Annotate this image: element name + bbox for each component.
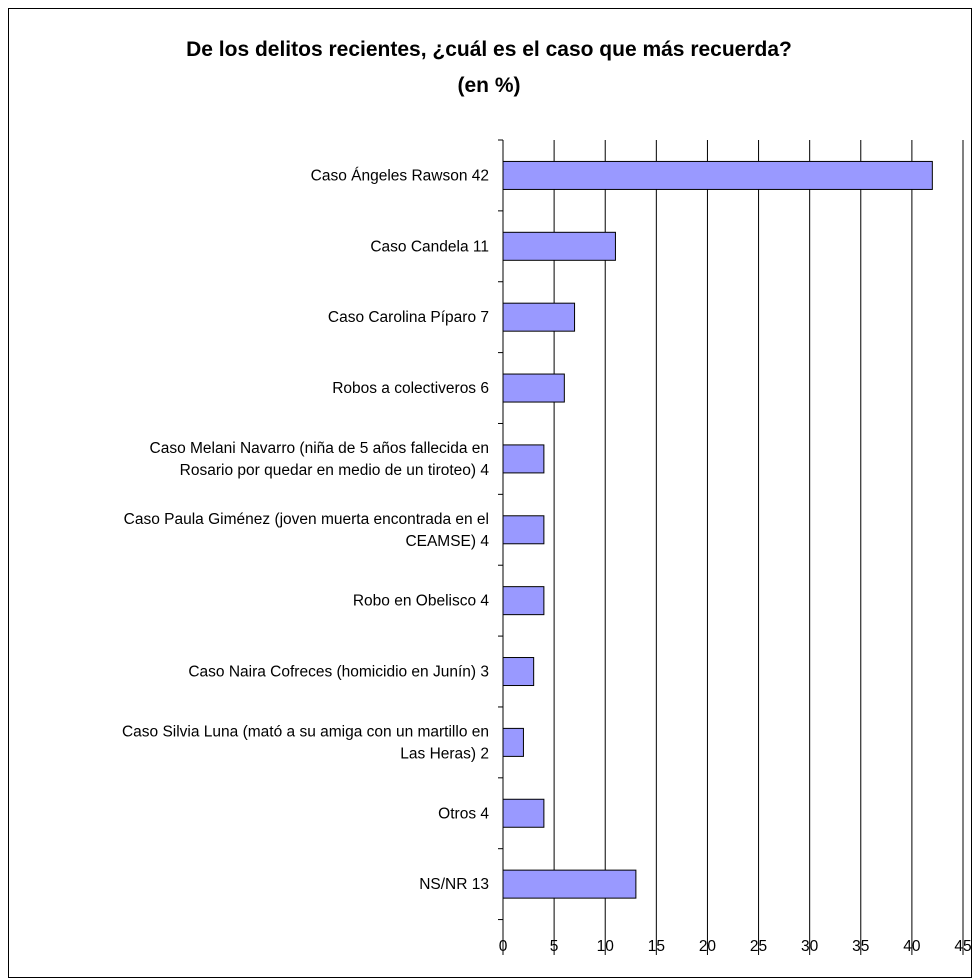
axis-layer xyxy=(498,139,504,955)
category-label: Caso Carolina Píparo 7 xyxy=(328,309,489,326)
category-label: NS/NR 13 xyxy=(419,876,489,893)
category-label: Rosario por quedar en medio de un tirote… xyxy=(180,462,490,479)
bar xyxy=(502,586,545,616)
category-label: Caso Ángeles Rawson 42 xyxy=(311,167,489,184)
bar xyxy=(502,515,545,545)
bar xyxy=(502,302,576,332)
x-tick-label: 5 xyxy=(550,938,559,955)
label-layer: Caso Ángeles Rawson 42 Caso Candela 11 Cas… xyxy=(122,167,972,955)
bar xyxy=(502,444,545,474)
x-tick-label: 15 xyxy=(648,938,665,955)
bar xyxy=(502,231,616,261)
bar xyxy=(502,657,535,687)
category-label: Otros 4 xyxy=(438,805,489,822)
x-tick-label: 45 xyxy=(954,938,971,955)
bar xyxy=(502,798,545,828)
x-tick-label: 0 xyxy=(499,938,508,955)
chart-title-line-2: (en %) xyxy=(457,74,521,97)
bar xyxy=(502,727,524,757)
category-label: Robos a colectiveros 6 xyxy=(332,380,489,397)
category-label: Las Heras) 2 xyxy=(400,745,489,762)
x-tick-label: 20 xyxy=(699,938,717,955)
category-label: Caso Melani Navarro (niña de 5 años fall… xyxy=(150,440,489,457)
x-tick-label: 25 xyxy=(750,938,767,955)
bar xyxy=(502,373,565,403)
x-tick-label: 40 xyxy=(903,938,921,955)
category-label: Caso Naira Cofreces (homicidio en Junín)… xyxy=(188,664,489,681)
bar xyxy=(502,160,933,190)
category-label: Caso Candela 11 xyxy=(370,238,489,255)
bar-layer xyxy=(502,160,933,899)
category-label: Caso Silvia Luna (mató a su amiga con un… xyxy=(122,723,489,740)
category-label: CEAMSE) 4 xyxy=(405,533,489,550)
grid-layer xyxy=(553,140,964,955)
category-label: Robo en Obelisco 4 xyxy=(353,593,490,610)
x-tick-label: 10 xyxy=(597,938,615,955)
category-label: Caso Paula Giménez (joven muerta encontr… xyxy=(124,511,489,528)
x-tick-label: 35 xyxy=(852,938,869,955)
x-tick-label: 30 xyxy=(801,938,819,955)
chart-title-line-1: De los delitos recientes, ¿cuál es el ca… xyxy=(186,38,792,61)
bar xyxy=(502,869,637,899)
